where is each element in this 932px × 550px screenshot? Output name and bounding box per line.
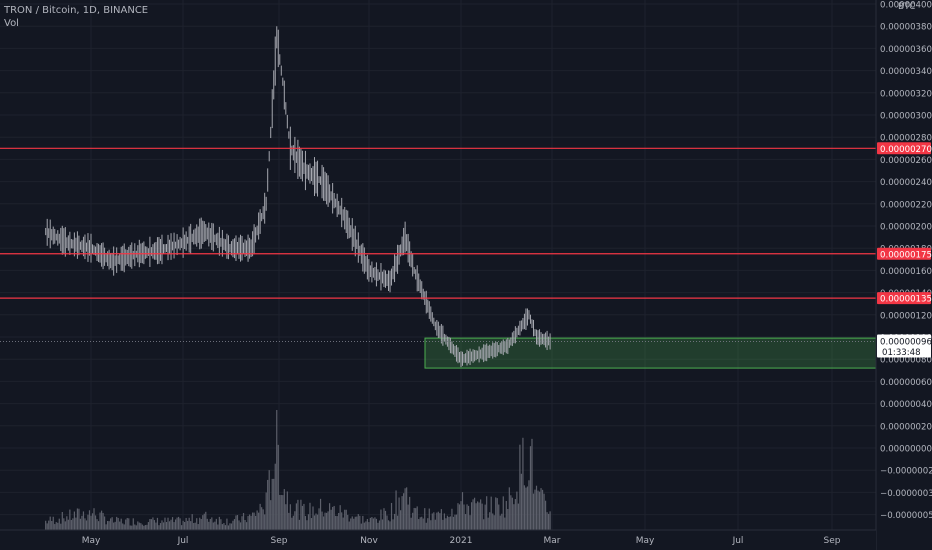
time-tick-label: Sep bbox=[824, 536, 841, 546]
time-tick-label: 2021 bbox=[450, 536, 473, 546]
time-axis[interactable]: May Jul Sep Nov 2021 Mar May Jul Sep bbox=[0, 529, 876, 550]
time-tick-label: Jul bbox=[732, 536, 744, 546]
axis-unit: BTC bbox=[898, 2, 916, 12]
price-tick-label: 0.00000400 bbox=[880, 1, 932, 11]
price-tick-label: −0.00000056 bbox=[880, 511, 932, 521]
price-tick-label: 0.00000280 bbox=[880, 134, 932, 144]
price-tick-label: −0.00000038 bbox=[880, 489, 932, 499]
last-price-tag bbox=[877, 334, 931, 358]
price-tick-label: 0.00000220 bbox=[880, 200, 932, 210]
price-tick-label: 0.00000080 bbox=[880, 356, 932, 366]
price-tick-label: 0.00000380 bbox=[880, 23, 932, 33]
symbol-title[interactable]: TRON / Bitcoin, 1D, BINANCE bbox=[4, 5, 149, 16]
price-axis-bg bbox=[876, 0, 932, 550]
price-tick-label: 0.00000260 bbox=[880, 156, 932, 166]
hline-price-label: 0.00000135 bbox=[880, 295, 932, 305]
time-axis-bg bbox=[0, 530, 876, 550]
price-tick-label: 0.00000320 bbox=[880, 89, 932, 99]
price-tick-label: 0.00000200 bbox=[880, 223, 932, 233]
price-axis[interactable]: 0.00000400 0.00000380 0.00000360 0.00000340… bbox=[875, 0, 932, 550]
volume-label[interactable]: Vol bbox=[4, 18, 19, 29]
time-tick-label: May bbox=[82, 536, 101, 546]
price-tick-label: 0.00000020 bbox=[880, 422, 932, 432]
time-tick-label: May bbox=[636, 536, 655, 546]
hline-price-tag bbox=[877, 292, 931, 305]
time-tick-label: Sep bbox=[271, 536, 288, 546]
hline-price-tag bbox=[877, 142, 931, 155]
price-tick-label: 0.00000340 bbox=[880, 67, 932, 77]
price-bars bbox=[45, 26, 551, 368]
hline-price-label: 0.00000270 bbox=[880, 145, 932, 155]
time-tick-label: Mar bbox=[544, 536, 561, 546]
price-tick-label: 0.00000360 bbox=[880, 45, 932, 55]
hline-price-tag bbox=[877, 247, 931, 260]
chart-legend: TRON / Bitcoin, 1D, BINANCE Vol bbox=[4, 4, 148, 30]
price-tick-label: 0.00000300 bbox=[880, 112, 932, 122]
price-tick-label: 0.00000040 bbox=[880, 400, 932, 410]
hline-price-label: 0.00000175 bbox=[880, 250, 932, 260]
price-tick-label: 0.00000120 bbox=[880, 311, 932, 321]
price-tick-label: 0.00000160 bbox=[880, 267, 932, 277]
price-tick-label: 0.00000000 bbox=[880, 445, 932, 455]
volume-bars bbox=[45, 410, 551, 530]
time-tick-label: Jul bbox=[177, 536, 189, 546]
price-tick-label: 0.00000060 bbox=[880, 378, 932, 388]
horizontal-lines[interactable] bbox=[0, 147, 876, 299]
time-tick-label: Nov bbox=[360, 536, 378, 546]
price-tick-label: −0.00000020 bbox=[880, 467, 932, 477]
countdown-label: 01:33:48 bbox=[882, 348, 921, 358]
price-tick-label: 0.00000240 bbox=[880, 178, 932, 188]
grid bbox=[0, 0, 876, 530]
last-price-value: 0.00000096 bbox=[880, 337, 932, 347]
